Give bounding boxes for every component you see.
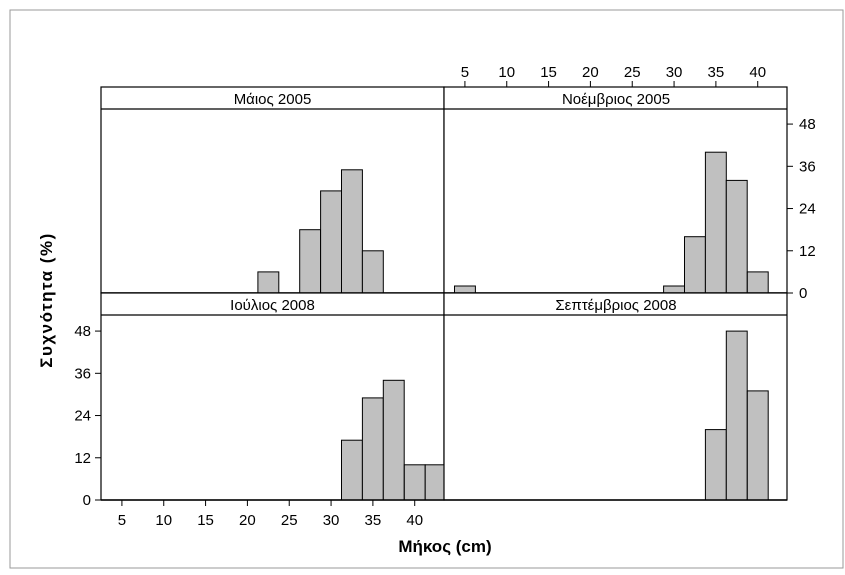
histogram-bar (746, 271, 769, 294)
x-tick-label-bottom: 15 (197, 512, 214, 529)
x-tick-label-bottom: 10 (155, 512, 172, 529)
y-tick-label-right: 36 (799, 158, 816, 175)
x-tick-label-top: 5 (461, 64, 469, 81)
y-tick-label-left: 24 (74, 408, 91, 425)
panel-title-top-left: Μάιος 2005 (234, 91, 312, 108)
axes-group: 5 10 15 20 25 30 35 40 5 10 15 20 25 30 35 40 0 12 24 36 48 0… (74, 64, 815, 529)
x-axis-title: Μήκος (cm) (398, 537, 491, 556)
histogram-bar (341, 169, 363, 294)
y-tick-label-right: 24 (799, 201, 816, 218)
x-tick-label-top: 25 (624, 64, 641, 81)
x-tick-label-bottom: 20 (239, 512, 256, 529)
histogram-bar (725, 330, 748, 501)
histogram-bar (361, 397, 384, 501)
x-tick-label-top: 35 (708, 64, 725, 81)
panel-title-bottom-left: Ιούλιος 2008 (230, 297, 315, 314)
x-tick-label-top: 15 (540, 64, 557, 81)
histogram-bar (341, 439, 363, 501)
y-tick-label-right: 0 (799, 285, 807, 302)
panel-title-top-right: Νοέμβριος 2005 (562, 91, 670, 108)
histogram-bar (684, 236, 706, 294)
x-tick-label-top: 20 (582, 64, 599, 81)
panel-frame (100, 86, 445, 294)
y-tick-label-left: 48 (74, 323, 91, 340)
x-tick-label-bottom: 5 (118, 512, 126, 529)
y-tick-label-right: 12 (799, 243, 816, 260)
histogram-bar (382, 379, 405, 501)
y-axis-title: Συχνότητα (%) (37, 232, 56, 367)
y-tick-label-left: 12 (74, 450, 91, 467)
x-tick-label-bottom: 30 (323, 512, 340, 529)
x-tick-label-top: 30 (666, 64, 683, 81)
histogram-bar (725, 179, 748, 294)
histogram-bar (746, 390, 769, 501)
x-tick-label-bottom: 35 (365, 512, 382, 529)
histogram-bar (257, 271, 280, 294)
histogram-bar (320, 190, 343, 294)
panel-bottom-left (100, 292, 447, 501)
histogram-bar (403, 464, 426, 501)
panel-top-left (100, 86, 445, 294)
x-tick-label-bottom: 25 (281, 512, 298, 529)
panel-top-right (443, 86, 788, 294)
panel-title-bottom-right: Σεπτέμβριος 2008 (555, 297, 676, 314)
y-tick-label-left: 0 (83, 492, 91, 509)
histogram-bar (454, 285, 476, 294)
histogram-bar (424, 464, 447, 501)
x-tick-label-top: 40 (749, 64, 766, 81)
x-tick-label-bottom: 40 (406, 512, 423, 529)
y-tick-label-left: 36 (74, 365, 91, 382)
histogram-bar (361, 250, 384, 294)
histogram-bar (299, 229, 322, 294)
histogram-bar (704, 429, 727, 501)
panel-bottom-right (443, 292, 788, 501)
y-tick-label-right: 48 (799, 116, 816, 133)
histogram-bar (663, 285, 685, 294)
x-tick-label-top: 10 (498, 64, 515, 81)
histogram-bar (704, 151, 727, 294)
